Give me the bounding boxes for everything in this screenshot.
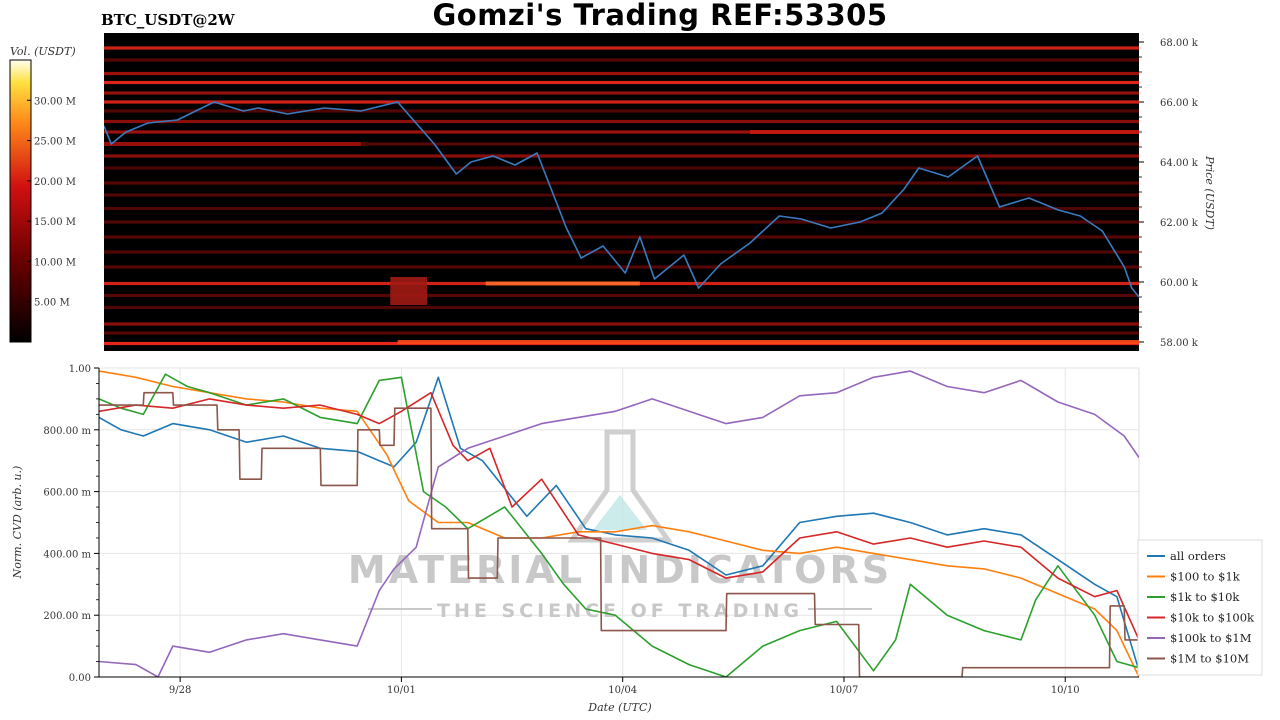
- cvd-series-line: [99, 391, 1139, 677]
- cvd-y-tick-label: 0.00: [69, 673, 91, 684]
- liquidity-band: [104, 305, 1139, 310]
- liquidity-cluster: [749, 130, 1139, 134]
- liquidity-band: [104, 181, 1139, 185]
- legend-entry: $10k to $100k: [1170, 611, 1255, 625]
- price-tick-label: 58.00 k: [1160, 338, 1199, 349]
- liquidity-band: [104, 109, 1139, 113]
- liquidity-band: [104, 119, 1139, 124]
- liquidity-band: [104, 80, 1139, 85]
- price-tick-label: 62.00 k: [1160, 218, 1199, 229]
- liquidity-band: [104, 220, 1139, 224]
- watermark-subtitle: THE SCIENCE OF TRADING: [437, 600, 803, 622]
- chart-title: Gomzi's Trading REF:53305: [432, 0, 888, 32]
- colorbar-tick-label: 30.00 M: [34, 96, 76, 107]
- price-tick-label: 66.00 k: [1160, 98, 1199, 109]
- liquidity-band: [104, 193, 1139, 197]
- legend-box: [1137, 539, 1263, 676]
- price-line: [104, 101, 1139, 298]
- cvd-y-tick-label: 1.00: [69, 364, 91, 375]
- cvd-x-tick-label: 10/10: [1051, 685, 1080, 696]
- heatmap-background: [104, 33, 1139, 351]
- cvd-x-tick-label: 10/04: [608, 685, 637, 696]
- cvd-y-tick-label: 200.00 m: [43, 611, 91, 622]
- colorbar-label: Vol. (USDT): [10, 45, 76, 58]
- liquidity-band: [104, 142, 1139, 146]
- price-tick-label: 68.00 k: [1160, 38, 1199, 49]
- liquidity-cluster: [390, 277, 427, 305]
- flask-liquid-icon: [593, 495, 647, 530]
- liquidity-cluster: [104, 142, 361, 146]
- watermark-title: MATERIAL INDICATORS: [348, 548, 892, 592]
- liquidity-band: [104, 250, 1139, 254]
- liquidity-band: [104, 71, 1139, 76]
- liquidity-band: [104, 58, 1139, 62]
- legend-entry: $1M to $10M: [1170, 652, 1249, 666]
- colorbar-tick-label: 25.00 M: [34, 137, 76, 148]
- material-indicators-watermark: MATERIAL INDICATORS THE SCIENCE OF TRADI…: [348, 429, 892, 622]
- date-axis-label: Date (UTC): [587, 701, 651, 714]
- liquidity-band: [104, 154, 1139, 158]
- cvd-x-tick-label: 10/01: [387, 685, 416, 696]
- price-axis-label: Price (USDT): [1203, 155, 1216, 230]
- colorbar-tick-label: 10.00 M: [34, 257, 76, 268]
- colorbar: [9, 59, 32, 343]
- legend-entry: $100 to $1k: [1170, 570, 1241, 584]
- liquidity-cluster: [397, 340, 1139, 344]
- liquidity-band: [104, 235, 1139, 239]
- liquidity-band: [104, 331, 1139, 335]
- cvd-series-line: [99, 370, 1139, 677]
- liquidity-band: [104, 166, 1139, 170]
- liquidity-band: [104, 46, 1139, 50]
- liquidity-band: [104, 100, 1139, 104]
- liquidity-band: [104, 206, 1139, 211]
- price-tick-label: 64.00 k: [1160, 158, 1199, 169]
- liquidity-cluster: [485, 281, 640, 286]
- colorbar-tick-label: 20.00 M: [34, 177, 76, 188]
- legend-entry: $100k to $1M: [1170, 631, 1252, 645]
- colorbar-tick-label: 5.00 M: [34, 298, 70, 309]
- cvd-axis-label: Norm. CVD (arb. u.): [11, 466, 24, 580]
- cvd-y-tick-label: 600.00 m: [43, 488, 91, 499]
- cvd-x-tick-label: 9/28: [169, 685, 191, 696]
- legend-entry: $1k to $10k: [1170, 590, 1240, 604]
- cvd-series-line: [99, 370, 1139, 677]
- cvd-series-line: [99, 391, 1139, 641]
- colorbar-tick-label: 15.00 M: [34, 217, 76, 228]
- liquidity-band: [104, 130, 1139, 134]
- cvd-series-line: [99, 376, 1139, 672]
- cvd-y-tick-label: 400.00 m: [43, 549, 91, 560]
- price-tick-label: 60.00 k: [1160, 278, 1199, 289]
- liquidity-band: [104, 293, 1139, 298]
- flask-icon: [567, 429, 673, 543]
- liquidity-band: [104, 91, 1139, 95]
- symbol-label: BTC_USDT@2W: [101, 11, 235, 29]
- liquidity-band: [104, 265, 1139, 269]
- liquidity-band: [104, 322, 1139, 326]
- legend-entry: all orders: [1170, 549, 1226, 563]
- cvd-y-tick-label: 800.00 m: [43, 426, 91, 437]
- cvd-x-tick-label: 10/07: [830, 685, 859, 696]
